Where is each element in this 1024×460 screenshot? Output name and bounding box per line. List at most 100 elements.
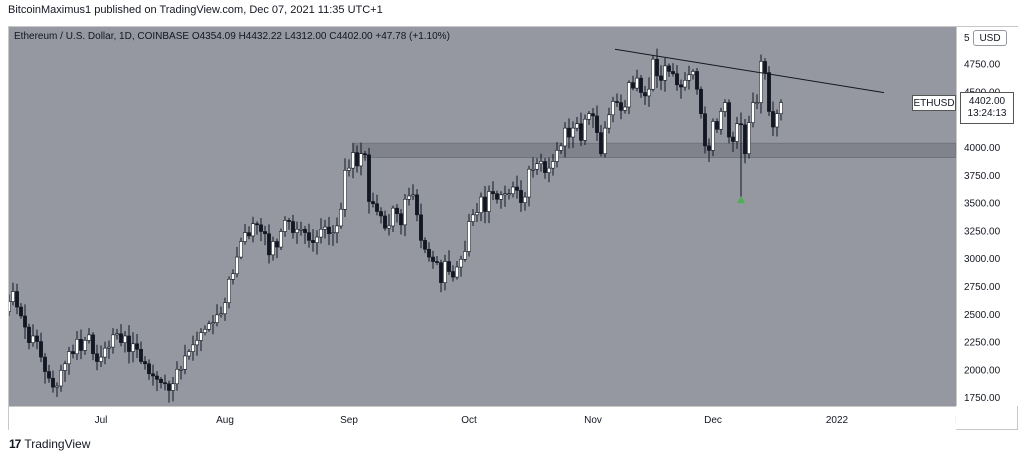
candle — [115, 328, 119, 340]
candle — [23, 304, 27, 340]
candle — [571, 121, 575, 148]
candle-body — [119, 333, 123, 343]
candle — [171, 376, 175, 402]
candle-body — [219, 313, 223, 316]
candle — [387, 214, 391, 236]
candle — [303, 225, 307, 244]
candle-body — [447, 261, 451, 272]
candle — [443, 254, 447, 291]
candle-body — [415, 194, 419, 216]
candle — [495, 190, 499, 204]
candle-body — [751, 102, 755, 123]
candle — [251, 216, 255, 243]
candle-body — [175, 369, 179, 385]
candle-body — [523, 196, 527, 203]
candle-body — [319, 228, 323, 238]
candle — [527, 165, 531, 207]
candle-body — [167, 383, 171, 391]
candle-body — [275, 241, 279, 248]
candle-body — [71, 351, 75, 355]
legend-high: H4432.22 — [238, 31, 282, 42]
candle — [259, 218, 263, 242]
price-tick-label: 4750.00 — [964, 60, 1001, 71]
candle — [231, 269, 235, 285]
candle — [535, 158, 539, 175]
price-axis[interactable]: 4750.004500.004250.004000.003750.003500.… — [956, 27, 1018, 406]
candle — [491, 181, 495, 201]
candle — [475, 203, 479, 222]
candle-body — [543, 161, 547, 173]
candle — [591, 108, 595, 128]
candle-body — [599, 132, 603, 155]
candle-body — [143, 361, 147, 365]
candle-body — [267, 233, 271, 256]
candle — [775, 109, 779, 137]
candle-body — [535, 163, 539, 170]
candle-body — [75, 339, 79, 355]
candle-body — [307, 232, 311, 241]
candle-body — [27, 326, 31, 343]
candle — [691, 69, 695, 80]
candle — [367, 147, 371, 214]
candle-body — [135, 343, 139, 350]
candle-body — [647, 88, 651, 97]
candle-body — [603, 127, 607, 155]
candle-body — [63, 363, 67, 371]
candle-body — [227, 278, 231, 303]
candle — [223, 297, 227, 321]
candle-body — [423, 240, 427, 250]
candle — [291, 214, 295, 239]
candle-body — [131, 343, 135, 352]
candle — [439, 259, 443, 293]
candle — [531, 157, 535, 178]
candle-body — [55, 385, 59, 388]
candle — [27, 323, 31, 350]
candle-body — [663, 65, 667, 81]
plot-area[interactable] — [9, 27, 956, 406]
candle-body — [587, 113, 591, 120]
candle-body — [711, 121, 715, 151]
candle — [431, 250, 435, 269]
candle-body — [419, 214, 423, 241]
candle-body — [759, 61, 763, 103]
candle — [663, 57, 667, 92]
price-tick-label: 3500.00 — [964, 199, 1001, 210]
candle-body — [367, 154, 371, 202]
publish-info: BitcoinMaximus1 published on TradingView… — [8, 4, 383, 16]
candle — [243, 224, 247, 245]
candle-body — [403, 198, 407, 226]
candle — [135, 334, 139, 358]
candle — [403, 193, 407, 237]
candle — [263, 225, 267, 246]
candle — [411, 184, 415, 200]
candle — [215, 304, 219, 327]
candle — [55, 382, 59, 398]
candle — [179, 365, 183, 380]
candle-body — [559, 145, 563, 151]
candle — [483, 185, 487, 224]
candle — [479, 192, 483, 222]
candle-body — [199, 332, 203, 341]
candle — [595, 105, 599, 141]
candle-body — [311, 240, 315, 243]
descending-trendline — [614, 48, 885, 94]
candle-body — [435, 261, 439, 263]
candle-body — [15, 291, 19, 308]
candle-body — [619, 102, 623, 111]
candle-body — [83, 340, 87, 351]
candle — [583, 114, 587, 146]
candle — [643, 86, 647, 105]
candle-body — [399, 213, 403, 226]
candle — [47, 364, 51, 383]
currency-badge[interactable]: USD — [973, 30, 1007, 46]
candle — [371, 192, 375, 208]
candle — [747, 115, 751, 159]
candle — [731, 131, 735, 152]
candle — [315, 230, 319, 255]
price-chart[interactable] — [9, 27, 956, 406]
bar-countdown: 13:24:13 — [967, 108, 1007, 119]
time-axis[interactable]: Jul Aug Sep Oct Nov Dec 2022 Fe — [9, 406, 956, 430]
candle — [235, 246, 239, 278]
candle — [715, 118, 719, 133]
candle-body — [739, 123, 743, 126]
